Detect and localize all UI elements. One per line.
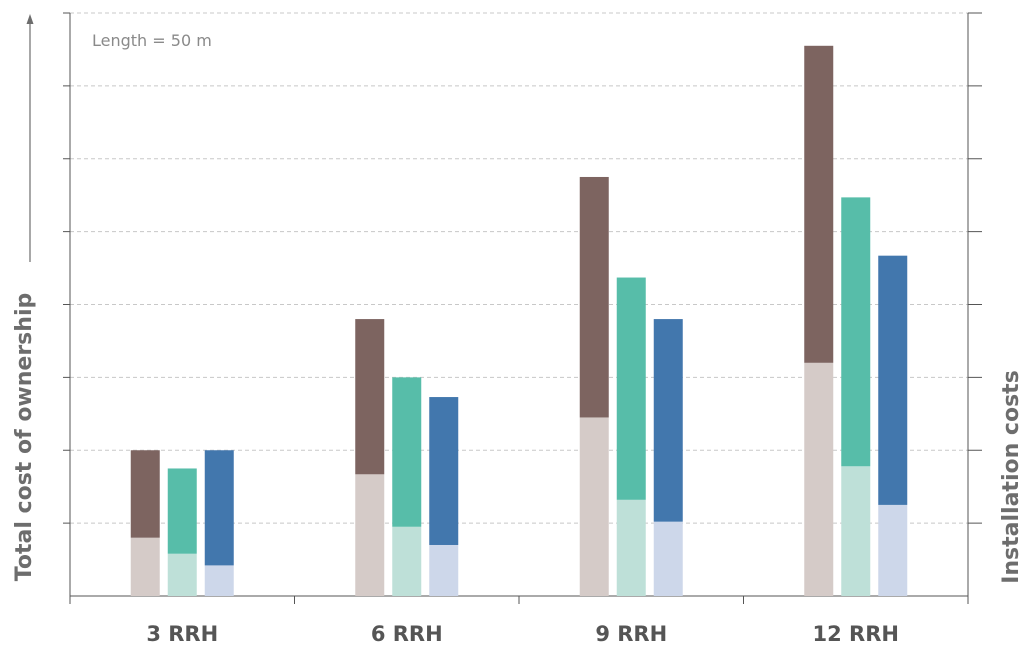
annotation-length: Length = 50 m <box>92 31 212 50</box>
bar-segment-upper <box>841 197 871 467</box>
bar-segment-upper <box>167 468 197 554</box>
bar-segment-lower <box>355 474 385 596</box>
category-label: 12 RRH <box>813 622 899 646</box>
y-axis-arrow-head <box>26 14 34 24</box>
bar-segment-lower <box>167 553 197 596</box>
bar-segment-upper <box>616 277 646 500</box>
secondary-axis-title: Installation costs <box>999 370 1019 584</box>
category-label: 3 RRH <box>146 622 218 646</box>
bar-segment-lower <box>841 466 871 596</box>
bar-segment-lower <box>878 504 908 596</box>
bar-segment-lower <box>579 417 609 596</box>
category-labels: 3 RRH 6 RRH 9 RRH 12 RRH <box>146 622 899 646</box>
bar-segment-upper <box>653 319 683 522</box>
axis-ticks <box>63 12 982 604</box>
bar-segment-upper <box>130 450 160 538</box>
bar-segment-upper <box>355 319 385 475</box>
y-axis-title: Total cost of ownership <box>12 293 37 581</box>
bar-segment-upper <box>204 450 234 566</box>
bar-segment-upper <box>804 45 834 363</box>
bars <box>130 45 908 596</box>
bar-segment-upper <box>392 377 422 527</box>
bar-segment-upper <box>579 176 609 418</box>
bar-segment-upper <box>429 397 459 545</box>
bar-segment-lower <box>653 521 683 596</box>
bar-segment-lower <box>130 537 160 596</box>
category-label: 6 RRH <box>371 622 443 646</box>
bar-segment-lower <box>616 499 646 596</box>
bar-segment-lower <box>804 362 834 596</box>
bar-segment-lower <box>392 526 422 596</box>
grid-lines <box>70 12 968 524</box>
bar-segment-lower <box>204 565 234 596</box>
bar-segment-lower <box>429 544 459 596</box>
category-label: 9 RRH <box>595 622 667 646</box>
bar-segment-upper <box>878 255 908 505</box>
